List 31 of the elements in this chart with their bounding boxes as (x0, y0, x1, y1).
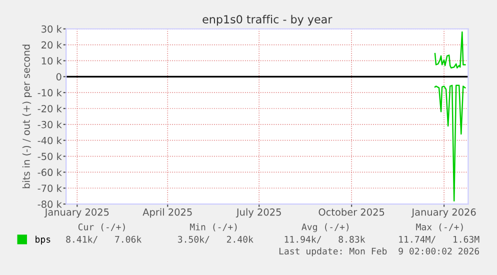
chart-title: enp1s0 traffic - by year (202, 14, 332, 26)
x-tick-label: January 2025 (44, 208, 109, 218)
y-tick-label: -30 k (38, 120, 62, 128)
y-tick-label: -50 k (38, 152, 62, 160)
text: Max (-/+) (416, 223, 463, 232)
y-tick-label: 20 k (42, 41, 62, 49)
y-tick-label: -40 k (38, 136, 62, 144)
text: Avg (-/+) (302, 223, 349, 232)
line-series (434, 84, 466, 202)
y-tick-label: -80 k (38, 200, 62, 208)
y-tick-label: -20 k (38, 104, 62, 112)
y-tick-label: 0 (56, 73, 62, 80)
text: 3.50k/ 2.40k (178, 236, 254, 244)
y-tick-label: 10 k (42, 57, 62, 65)
line-series (434, 31, 466, 69)
text: Cur (-/+) (78, 223, 125, 232)
text: Min (-/+) (190, 223, 237, 232)
x-tick-label: July 2025 (236, 208, 281, 218)
x-tick-label: October 2025 (318, 208, 384, 216)
x-tick-label: April 2025 (142, 208, 192, 218)
text: 11.94k/ 8.83k (284, 236, 366, 244)
x-tick-label: January 2026 (411, 208, 476, 218)
text: 11.74M/ 1.63M (399, 236, 480, 244)
y-tick-label: -10 k (38, 88, 62, 96)
y-tick-label: 30 k (42, 25, 62, 33)
legend-label: bps (36, 236, 50, 244)
text: 8.41k/ 7.06k (66, 236, 142, 244)
y-axis-title: bits in (-) / out (+) per second (22, 44, 32, 188)
text: Last update: Mon Feb 9 02:00:02 2026 (279, 248, 480, 256)
y-tick-label: -70 k (38, 184, 62, 192)
y-tick-label: -60 k (38, 168, 62, 176)
